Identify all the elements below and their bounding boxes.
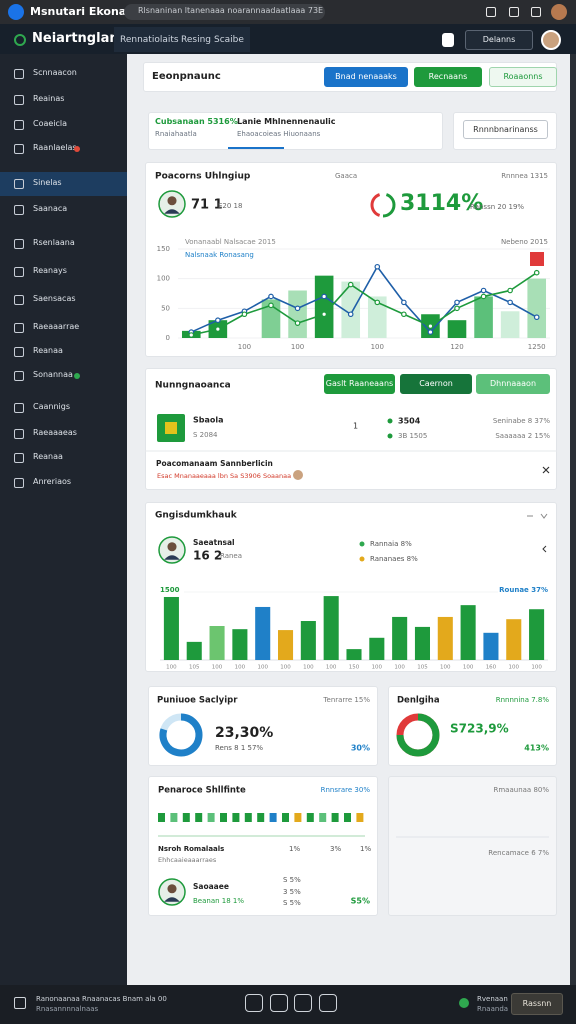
sidebar-label: Coaeicla: [33, 119, 68, 128]
sidebar-label: Sinelas: [33, 178, 62, 187]
footer-text: Rnasannnnalnaas: [36, 1005, 99, 1013]
button-label: Recnaans: [428, 72, 468, 81]
sidebar-label: Rsenlaana: [33, 238, 75, 247]
tab-sub: Ehaoacoieas Hiuonaans: [237, 130, 321, 138]
sidebar-label: Reanaa: [33, 346, 63, 355]
sidebar-icon: [14, 453, 24, 463]
sidebar-icon: [14, 429, 24, 439]
nav-bg: [114, 27, 250, 52]
card: [148, 112, 443, 150]
card: [148, 686, 378, 766]
logo: [14, 34, 26, 46]
page-title: Eeonpnaunc: [152, 71, 221, 82]
button[interactable]: Gaslt Raaneaans: [324, 374, 395, 394]
sidebar-label: Saanaca: [33, 204, 68, 213]
status-text: Rnaanda: [477, 1005, 509, 1013]
sidebar-label: Reainas: [33, 94, 65, 103]
button[interactable]: Dhnnaaaon: [476, 374, 550, 394]
brand: Neiartnglania: [32, 31, 132, 46]
sidebar-icon: [14, 179, 24, 189]
card: [145, 502, 557, 672]
url-bar: [124, 4, 325, 20]
card: [388, 686, 557, 766]
sidebar-label: Reanaa: [33, 452, 63, 461]
button[interactable]: Rnnnbnarinanss: [463, 120, 548, 139]
footer-text: Ranonaanaa Rnaanacas Bnam ala 00: [36, 995, 167, 1003]
sidebar-icon: [14, 403, 24, 413]
button[interactable]: Roaaonns: [489, 67, 557, 87]
button-label: Rassnn: [522, 999, 552, 1008]
button[interactable]: Caernon: [400, 374, 472, 394]
sidebar-label: Anreriaos: [33, 477, 72, 486]
footer-button[interactable]: [270, 994, 288, 1012]
status-dot: [459, 998, 469, 1008]
card: [148, 776, 378, 916]
footer-button[interactable]: [319, 994, 337, 1012]
sidebar-icon: [14, 371, 24, 381]
footer: [0, 985, 576, 1024]
url-text: Rlsnaninan ltanenaaa noarannaadaatlaaa 7…: [138, 6, 323, 15]
footer-button[interactable]: [294, 994, 312, 1012]
tab-icon: [8, 4, 24, 20]
sidebar-label: Sonannaa: [33, 370, 73, 379]
sidebar-icon: [14, 120, 24, 130]
user-avatar: [541, 30, 561, 50]
button-label: Bnad nenaaaks: [335, 72, 397, 81]
browser-icon[interactable]: [531, 7, 541, 17]
button-label: Roaaonns: [503, 72, 543, 81]
sidebar-label: Raeaaarrae: [33, 322, 80, 331]
badge: [74, 146, 80, 152]
sidebar-icon: [14, 239, 24, 249]
sidebar-label: Raanlaelas: [33, 143, 77, 152]
badge: [74, 373, 80, 379]
tab-title[interactable]: Cubsanaan 5316%: [155, 117, 238, 126]
footer-icon: [14, 997, 26, 1009]
nav-link[interactable]: Rennatiolaits: [120, 35, 179, 45]
sidebar-label: Saensacas: [33, 294, 76, 303]
sidebar-icon: [14, 295, 24, 305]
tab-underline: [228, 147, 284, 149]
profile[interactable]: [551, 4, 567, 20]
sidebar-icon: [14, 205, 24, 215]
sidebar-label: Raeaaaeas: [33, 428, 77, 437]
footer-button[interactable]: [245, 994, 263, 1012]
tab-title[interactable]: Lanie Mhlnennenaulic: [237, 117, 336, 126]
tab-sub: Rnaiahaatla: [155, 130, 197, 138]
button[interactable]: Rassnn: [511, 993, 563, 1015]
sidebar-icon: [14, 267, 24, 277]
browser-title: Msnutari Ekonana: [30, 5, 142, 18]
browser-icon[interactable]: [509, 7, 519, 17]
sidebar-label: Reanays: [33, 266, 67, 275]
nav-link[interactable]: Resing: [181, 35, 211, 45]
scrollbar: [570, 54, 576, 985]
button-label: Gaslt Raaneaans: [325, 379, 394, 388]
status-text: Rvenaan: [477, 995, 508, 1003]
button-label: Rnnnbnarinanss: [473, 125, 538, 134]
button-label: Delanns: [482, 35, 516, 44]
sidebar-label: Caannigs: [33, 402, 70, 411]
sidebar-icon: [14, 95, 24, 105]
button[interactable]: Recnaans: [414, 67, 482, 87]
header-icon: [442, 33, 454, 47]
sidebar-icon: [14, 347, 24, 357]
browser-icon[interactable]: [486, 7, 496, 17]
sidebar-label: Scnnaacon: [33, 68, 77, 77]
nav-link[interactable]: Scaibe: [214, 35, 244, 45]
card: [388, 776, 557, 916]
sidebar-icon: [14, 144, 24, 154]
sidebar-icon: [14, 69, 24, 79]
card: [145, 162, 557, 357]
sidebar-icon: [14, 478, 24, 488]
sidebar: [0, 54, 127, 985]
button-label: Caernon: [419, 379, 453, 388]
sidebar-item[interactable]: [0, 172, 127, 196]
button-label: Dhnnaaaon: [489, 379, 537, 388]
sidebar-icon: [14, 323, 24, 333]
button[interactable]: Delanns: [465, 30, 533, 50]
button[interactable]: Bnad nenaaaks: [324, 67, 408, 87]
